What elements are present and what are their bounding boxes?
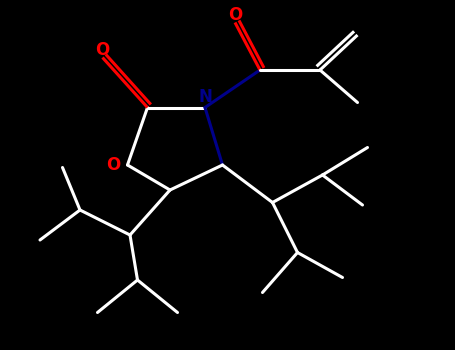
Text: O: O xyxy=(96,41,110,59)
Text: N: N xyxy=(198,88,212,105)
Text: O: O xyxy=(228,6,242,24)
Text: O: O xyxy=(106,156,121,174)
